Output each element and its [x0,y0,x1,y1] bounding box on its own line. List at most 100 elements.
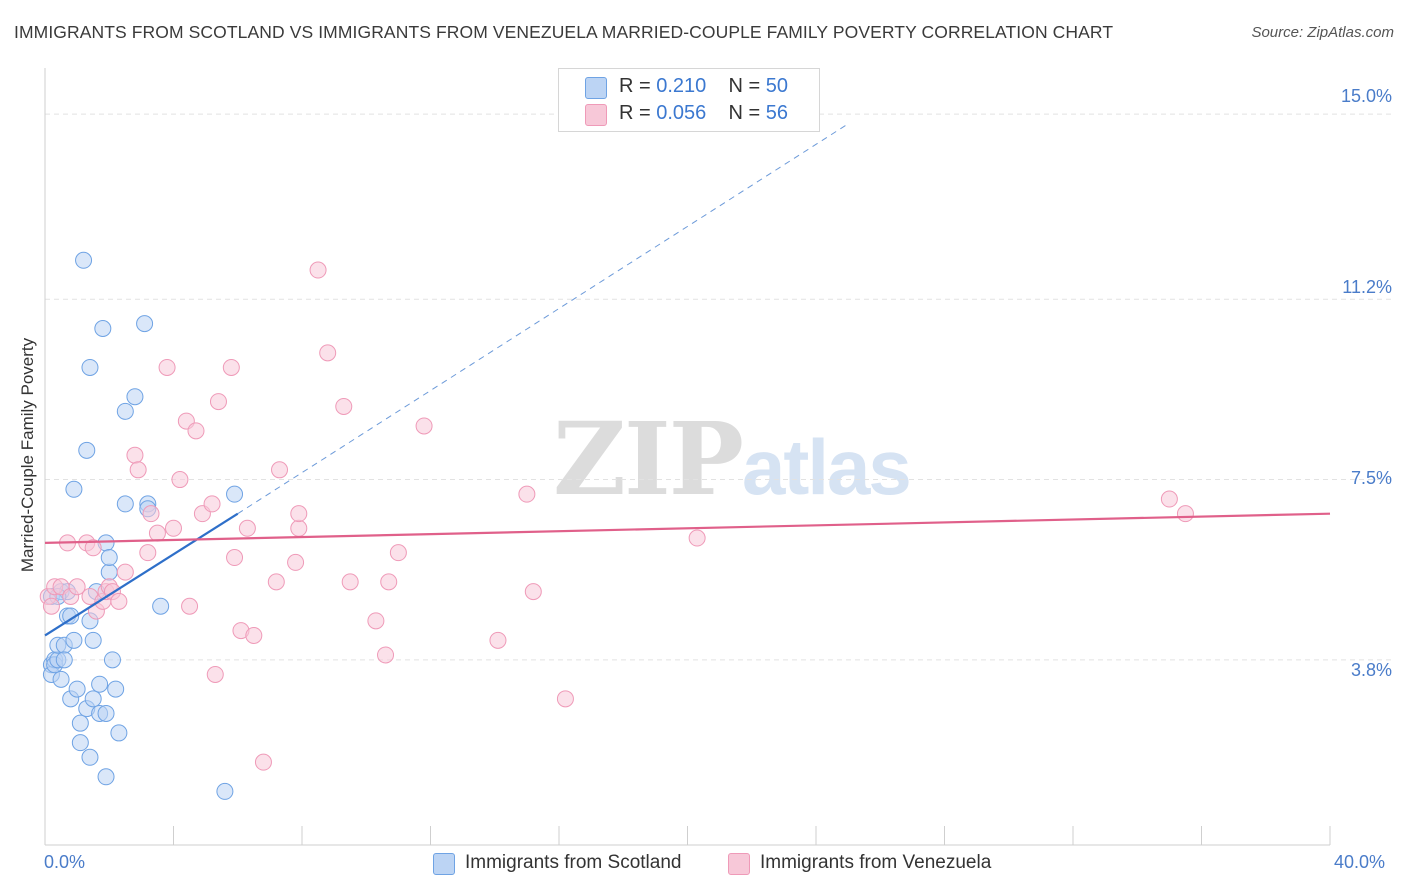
scotland-point-18 [71,714,89,732]
bottom-venezuela-label: Immigrants from Venezuela [760,852,992,873]
scotland-point-43 [136,315,154,333]
scotland-r-label: R = [619,75,651,97]
scotland-point-26 [84,631,102,649]
scotland-trend-extension [237,123,849,515]
scotland-point-27 [84,690,102,708]
venezuela-point-26 [181,597,199,615]
scotland-point-41 [116,402,134,420]
watermark: ZIPatlas [553,400,912,518]
scotland-trend-line [44,512,239,637]
scotland-point-32 [97,704,115,722]
venezuela-point-41 [290,519,308,537]
scotland-point-48 [226,485,244,503]
venezuela-point-45 [335,397,353,415]
scotland-r-value: 0.210 [656,75,707,97]
venezuela-point-17 [126,446,144,464]
venezuela-point-35 [238,519,256,537]
scotland-point-47 [216,782,234,800]
venezuela-n-value: 56 [765,102,789,124]
venezuela-point-38 [267,573,285,591]
scotland-point-37 [103,651,121,669]
scotland-point-46 [152,597,170,615]
venezuela-point-44 [319,344,337,362]
y-tick-11-2: 11.2% [1342,277,1392,297]
venezuela-point-43 [309,261,327,279]
venezuela-point-56 [688,529,706,547]
venezuela-point-36 [245,626,263,644]
bottom-scotland-swatch [433,853,455,875]
venezuela-point-58 [1176,505,1194,523]
venezuela-point-55 [556,690,574,708]
scotland-point-16 [65,631,83,649]
venezuela-n-label: N = [728,102,761,124]
y-tick-7-5: 7.5% [1350,468,1392,488]
venezuela-point-32 [222,358,240,376]
venezuela-point-23 [165,519,182,537]
scotland-n-value: 50 [765,75,789,97]
scotland-point-19 [71,734,89,752]
venezuela-point-24 [171,471,189,489]
venezuela-point-21 [148,524,166,542]
venezuela-point-29 [203,495,221,513]
scotland-point-33 [97,768,115,786]
venezuela-point-27 [187,422,205,440]
venezuela-trend-line [44,512,1331,544]
scotland-point-38 [107,680,125,698]
scotland-point-14 [62,607,80,625]
venezuela-point-51 [415,417,433,435]
venezuela-point-54 [524,583,542,601]
venezuela-point-30 [206,665,224,683]
venezuela-point-50 [389,544,407,562]
scotland-point-42 [126,388,144,406]
venezuela-point-49 [380,573,398,591]
source-label: Source: ZipAtlas.com [1251,24,1394,41]
venezuela-point-6 [68,578,86,596]
scotland-point-35 [100,563,118,581]
bottom-scotland-label: Immigrants from Scotland [465,852,682,873]
venezuela-r-value: 0.056 [656,102,707,124]
scotland-point-10 [55,651,73,669]
scotland-swatch [585,77,607,99]
y-axis-label: Married-Couple Family Poverty [18,337,37,573]
correlation-legend: R = 0.210 N = 50 R = 0.056 N = 56 [558,68,820,132]
venezuela-point-53 [518,485,536,503]
scotland-point-23 [81,748,99,766]
scotland-point-36 [100,549,118,567]
venezuela-point-57 [1160,490,1178,508]
scotland-point-8 [52,670,70,688]
y-tick-15-0: 15.0% [1340,86,1392,106]
scotland-point-29 [91,675,109,693]
venezuela-point-31 [209,393,227,411]
venezuela-point-9 [84,539,102,557]
venezuela-point-19 [139,544,157,562]
scotland-point-22 [78,441,96,459]
venezuela-point-37 [254,753,272,771]
scotland-point-40 [116,495,134,513]
scotland-point-20 [75,251,93,269]
venezuela-point-39 [271,461,289,479]
venezuela-point-40 [287,553,305,571]
watermark-atlas: atlas [741,423,912,511]
y-tick-3-8: 3.8% [1350,660,1392,680]
scotland-point-15 [65,480,83,498]
chart-title: IMMIGRANTS FROM SCOTLAND VS IMMIGRANTS F… [14,22,1114,42]
venezuela-point-15 [110,592,128,610]
venezuela-point-48 [377,646,395,664]
scotland-point-39 [110,724,128,742]
venezuela-point-22 [158,358,176,376]
venezuela-r-label: R = [619,102,651,124]
watermark-zip: ZIP [553,400,744,518]
venezuela-point-42 [290,505,308,523]
venezuela-point-33 [226,549,244,567]
venezuela-point-46 [341,573,359,591]
venezuela-point-20 [142,505,160,523]
scotland-point-24 [81,358,99,376]
x-tick-min: 0.0% [44,852,86,872]
scotland-n-label: N = [728,75,761,97]
venezuela-point-47 [367,612,385,630]
venezuela-point-18 [129,461,147,479]
scotland-point-17 [68,680,86,698]
venezuela-point-1 [42,597,60,615]
x-tick-max: 40.0% [1334,852,1386,872]
